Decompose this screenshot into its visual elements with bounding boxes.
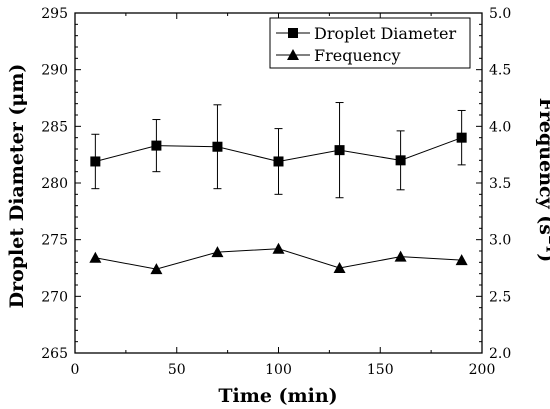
y-left-tick-label: 285 (41, 119, 68, 135)
x-axis-title: Time (min) (218, 385, 337, 407)
data-point-triangle (394, 250, 407, 262)
y-right-axis-title: Frequency (s⁻¹) (535, 98, 550, 263)
y-left-tick-label: 295 (41, 6, 68, 22)
data-point-square (334, 145, 345, 156)
x-tick-label: 0 (71, 362, 80, 378)
y-left-tick-label: 290 (41, 63, 68, 79)
x-tick-label: 100 (265, 362, 292, 378)
y-left-tick-label: 280 (41, 176, 68, 192)
data-point-triangle (272, 242, 285, 254)
y-left-tick-label: 275 (41, 233, 68, 249)
data-point-triangle (455, 254, 468, 266)
data-point-square (456, 132, 467, 143)
data-point-square (90, 156, 101, 167)
legend-label-diameter: Droplet Diameter (314, 24, 456, 43)
x-tick-label: 150 (367, 362, 394, 378)
legend-label-frequency: Frequency (314, 46, 401, 65)
y-left-tick-label: 270 (41, 289, 68, 305)
data-point-triangle (211, 246, 224, 258)
axes-layer: 0 50 100 150 200 265 270 275 280 285 290 295 2.0 2.5 3… (41, 6, 511, 378)
data-point-square (212, 141, 223, 152)
data-point-square (395, 155, 406, 166)
y-right-tick-label: 4.5 (489, 63, 511, 79)
y-left-axis-title: Droplet Diameter (μm) (6, 64, 28, 309)
y-left-tick-label: 265 (41, 346, 68, 362)
data-point-square (151, 140, 162, 151)
y-right-tick-label: 3.0 (489, 233, 511, 249)
y-right-tick-label: 2.5 (489, 289, 511, 305)
legend-marker-triangle (287, 49, 299, 60)
y-right-tick-label: 2.0 (489, 346, 511, 362)
legend-box (269, 17, 471, 69)
data-point-square (273, 156, 284, 167)
legend-marker-square (288, 28, 298, 38)
data-point-triangle (150, 263, 163, 275)
legend: Droplet Diameter Frequency (269, 17, 471, 69)
data-point-triangle (89, 251, 102, 263)
data-point-triangle (333, 262, 346, 273)
y-right-tick-label: 3.5 (489, 176, 511, 192)
y-right-tick-label: 4.0 (489, 119, 511, 135)
data-layer (89, 102, 468, 275)
y-right-tick-label: 5.0 (489, 6, 511, 22)
x-tick-label: 200 (469, 362, 496, 378)
x-tick-label: 50 (168, 362, 186, 378)
